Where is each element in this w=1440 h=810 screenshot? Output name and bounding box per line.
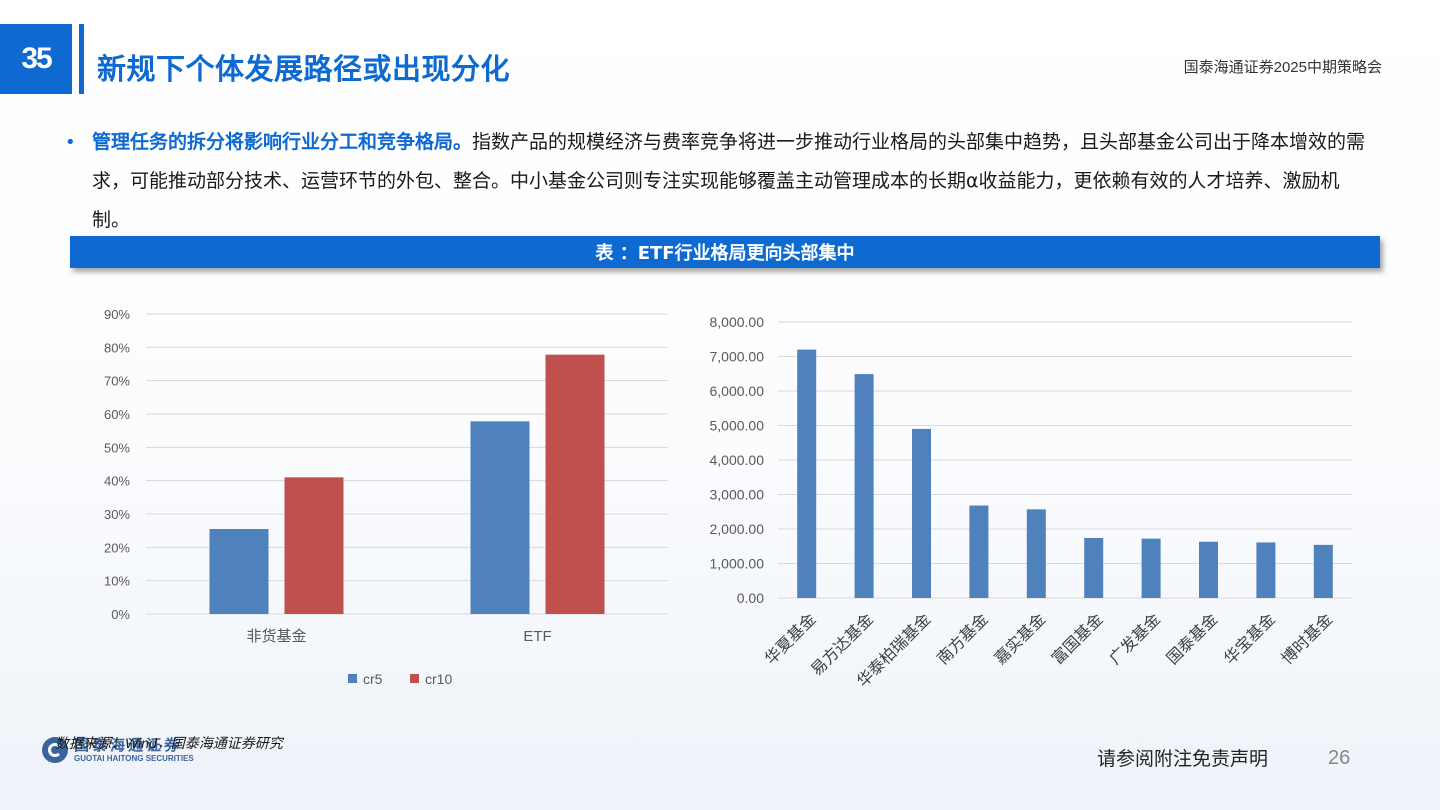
bullet-dot-icon: • <box>65 132 76 153</box>
y-tick-label: 60% <box>104 407 130 422</box>
y-tick-label: 1,000.00 <box>710 556 765 572</box>
data-source-note: 数据来源：Wind，国泰海通证券研究 <box>55 735 283 751</box>
x-category-label: 富国基金 <box>1049 610 1107 668</box>
disclaimer-link[interactable]: 请参阅附注免责声明 <box>1097 749 1269 770</box>
logo-name-cn: 国泰海通证券 <box>74 736 183 754</box>
concentration-ratio-chart: 0% 10% 20% 30% 40% 50% 60% 70% 80% 90% 非货基金 ETF cr5 c… <box>78 296 678 711</box>
y-tick-label: 30% <box>104 507 130 522</box>
y-tick-label: 2,000.00 <box>710 521 765 537</box>
bar-fund <box>1256 542 1276 598</box>
legend-label: cr10 <box>425 671 452 687</box>
fund-company-etf-chart: 0.00 1,000.00 2,000.00 3,000.00 4,000.00 5,00… <box>690 296 1370 711</box>
legend-swatch <box>410 674 419 683</box>
logo-name-en: GUOTAI HAITONG SECURITIES <box>74 753 194 763</box>
y-tick-label: 7,000.00 <box>710 349 765 365</box>
legend-label: cr5 <box>363 671 383 687</box>
x-category-label: ETF <box>523 628 551 645</box>
bar-fund <box>797 349 817 598</box>
conference-label: 国泰海通证券2025中期策略会 <box>1183 59 1382 76</box>
y-tick-label: 4,000.00 <box>710 452 765 468</box>
bar-cr5 <box>470 421 530 614</box>
y-tick-label: 20% <box>104 540 130 555</box>
bar-fund <box>969 505 989 598</box>
x-category-label: 广发基金 <box>1106 610 1164 668</box>
y-tick-label: 50% <box>104 440 130 455</box>
bar-fund <box>1199 541 1218 598</box>
bar-cr10 <box>284 477 344 614</box>
y-tick-label: 0% <box>111 607 130 622</box>
bar-fund <box>1141 538 1161 598</box>
bullet-bold-lead: 管理任务的拆分将影响行业分工和竞争格局。 <box>92 131 473 153</box>
bar-fund <box>912 428 931 598</box>
x-category-label: 非货基金 <box>246 628 306 645</box>
x-category-label: 嘉实基金 <box>991 610 1049 668</box>
y-tick-label: 40% <box>104 474 130 489</box>
bar-fund <box>1313 544 1333 598</box>
y-tick-label: 70% <box>104 374 130 389</box>
legend-swatch <box>348 674 357 683</box>
y-tick-label: 3,000.00 <box>710 487 765 503</box>
logo-mark-icon <box>42 737 68 763</box>
y-tick-label: 10% <box>104 574 130 589</box>
x-category-label: 国泰基金 <box>1163 610 1221 668</box>
x-category-label: 南方基金 <box>934 610 992 668</box>
y-tick-label: 5,000.00 <box>710 418 765 434</box>
fund-company-etf-chart-svg: 0.00 1,000.00 2,000.00 3,000.00 4,000.00 5,00… <box>710 314 1352 691</box>
y-tick-label: 90% <box>104 307 130 322</box>
bar-fund <box>1084 537 1104 598</box>
title-accent-bar <box>79 24 84 94</box>
table-title-banner: 表 ：ETF行业格局更向头部集中 <box>70 236 1380 268</box>
page-title: 新规下个体发展路径或出现分化 <box>97 52 511 86</box>
slide-number: 35 <box>0 24 72 94</box>
bullet-body: 指数产品的规模经济与费率竞争将进一步推动行业格局的头部集中趋势，且头部基金公司出… <box>92 131 1366 231</box>
bar-cr10 <box>545 354 605 614</box>
bar-cr5 <box>209 529 269 614</box>
bar-fund <box>1026 509 1046 598</box>
bar-fund <box>854 374 874 598</box>
y-tick-label: 8,000.00 <box>710 314 765 330</box>
y-tick-label: 0.00 <box>737 590 764 606</box>
bullet-paragraph: • 管理任务的拆分将影响行业分工和竞争格局。指数产品的规模经济与费率竞争将进一步… <box>65 123 1375 240</box>
y-tick-label: 6,000.00 <box>710 383 765 399</box>
bullet-text: 管理任务的拆分将影响行业分工和竞争格局。指数产品的规模经济与费率竞争将进一步推动… <box>92 123 1375 240</box>
x-category-label: 华宝基金 <box>1221 610 1279 668</box>
y-tick-label: 80% <box>104 340 130 355</box>
concentration-ratio-chart-svg: 0% 10% 20% 30% 40% 50% 60% 70% 80% 90% 非货基金 ETF cr5 c… <box>104 307 668 687</box>
x-category-label: 博时基金 <box>1278 610 1336 668</box>
page-number: 26 <box>1328 747 1351 769</box>
x-category-label: 华夏基金 <box>762 610 820 668</box>
company-logo: 国泰海通证券 GUOTAI HAITONG SECURITIES <box>42 735 194 765</box>
